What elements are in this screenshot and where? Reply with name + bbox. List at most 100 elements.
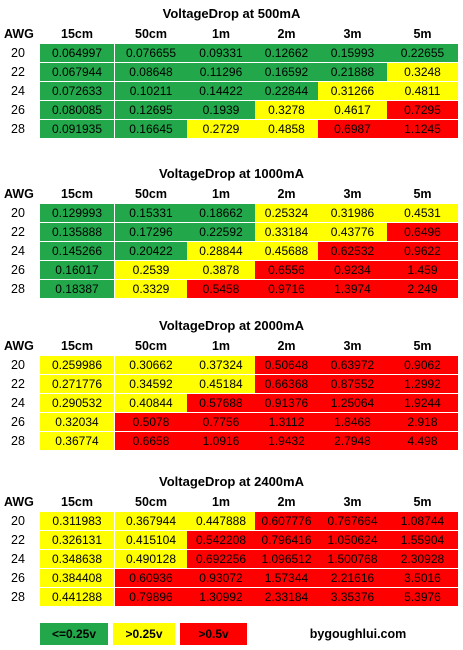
table-cell: 0.63972 [318,356,387,374]
table-cell: 0.064997 [40,44,114,62]
table-cell: 0.30662 [115,356,187,374]
table-cell: 0.87552 [318,375,387,393]
table-cell: 2.33184 [255,588,318,606]
table-cell: 0.43776 [318,223,387,241]
table-cell: 0.6556 [255,261,318,279]
awg-row-label: 24 [11,84,25,98]
awg-row-label: 28 [11,590,25,604]
table-cell: 0.4531 [387,204,458,222]
table-cell: 0.692256 [187,550,255,568]
table-cell: 0.348638 [40,550,114,568]
table-cell: 4.498 [387,432,458,450]
table-cell: 1.25064 [318,394,387,412]
length-column-header: 3m [343,339,362,353]
table-cell: 0.384408 [40,569,114,587]
table-cell: 0.11296 [187,63,255,81]
table-cell: 0.542208 [187,531,255,549]
length-column-header: 50cm [135,339,167,353]
table-cell: 0.2729 [187,120,255,138]
table-cell: 0.91376 [255,394,318,412]
table-cell: 1.050624 [318,531,387,549]
length-column-header: 3m [343,187,362,201]
awg-row-label: 22 [11,65,25,79]
table-cell: 2.21616 [318,569,387,587]
table-cell: 0.290532 [40,394,114,412]
table-cell: 0.367944 [115,512,187,530]
table-cell: 0.4858 [255,120,318,138]
length-column-header: 15cm [61,27,93,41]
table-cell: 0.311983 [40,512,114,530]
awg-row-label: 20 [11,358,25,372]
table-cell: 0.10211 [115,82,187,100]
table-cell: 0.36774 [40,432,114,450]
table-cell: 0.490128 [115,550,187,568]
table-cell: 0.767664 [318,512,387,530]
table-cell: 0.12695 [115,101,187,119]
table-cell: 3.35376 [318,588,387,606]
table-cell: 0.080085 [40,101,114,119]
table-cell: 0.31266 [318,82,387,100]
table-cell: 0.22655 [387,44,458,62]
length-column-header: 50cm [135,187,167,201]
table-cell: 0.34592 [115,375,187,393]
table-cell: 0.4811 [387,82,458,100]
table-cell: 0.57688 [187,394,255,412]
table-cell: 2.30928 [387,550,458,568]
legend-swatch-y: >0.25v [113,623,175,645]
awg-row-label: 20 [11,46,25,60]
table-cell: 2.918 [387,413,458,431]
length-column-header: 3m [343,495,362,509]
table-cell: 0.16645 [115,120,187,138]
table-cell: 1.9432 [255,432,318,450]
awg-row-label: 28 [11,434,25,448]
length-column-header: 2m [277,339,296,353]
table-cell: 0.9062 [387,356,458,374]
table-cell: 0.415104 [115,531,187,549]
awg-row-label: 26 [11,571,25,585]
table-cell: 0.6496 [387,223,458,241]
table-cell: 0.66368 [255,375,318,393]
table-cell: 0.6658 [115,432,187,450]
table-cell: 0.072633 [40,82,114,100]
length-column-header: 5m [413,187,432,201]
table-cell: 0.45184 [187,375,255,393]
table-cell: 0.3278 [255,101,318,119]
table-cell: 2.249 [387,280,458,298]
table-cell: 0.09331 [187,44,255,62]
awg-row-label: 24 [11,244,25,258]
table-cell: 0.15993 [318,44,387,62]
table-cell: 0.091935 [40,120,114,138]
table-cell: 0.1939 [187,101,255,119]
awg-row-label: 28 [11,122,25,136]
table-cell: 0.50648 [255,356,318,374]
table-cell: 0.7756 [187,413,255,431]
table-title: VoltageDrop at 1000mA [159,166,304,181]
table-cell: 1.500768 [318,550,387,568]
table-cell: 1.2992 [387,375,458,393]
table-title: VoltageDrop at 2000mA [159,318,304,333]
table-cell: 0.45688 [255,242,318,260]
length-column-header: 1m [211,27,231,41]
table-cell: 1.08744 [387,512,458,530]
table-cell: 5.3976 [387,588,458,606]
awg-column-header: AWG [4,495,34,509]
length-column-header: 5m [413,495,432,509]
table-cell: 1.57344 [255,569,318,587]
table-cell: 1.459 [387,261,458,279]
table-cell: 0.15331 [115,204,187,222]
table-cell: 0.22844 [255,82,318,100]
table-cell: 0.79896 [115,588,187,606]
table-cell: 0.25324 [255,204,318,222]
table-cell: 0.18662 [187,204,255,222]
awg-row-label: 24 [11,396,25,410]
table-cell: 0.3878 [187,261,255,279]
awg-column-header: AWG [4,187,34,201]
length-column-header: 5m [413,339,432,353]
awg-column-header: AWG [4,27,34,41]
length-column-header: 1m [211,495,231,509]
table-cell: 0.5078 [115,413,187,431]
length-column-header: 1m [211,339,231,353]
table-cell: 0.22592 [187,223,255,241]
awg-row-label: 26 [11,415,25,429]
legend-swatch-g: <=0.25v [40,623,108,645]
